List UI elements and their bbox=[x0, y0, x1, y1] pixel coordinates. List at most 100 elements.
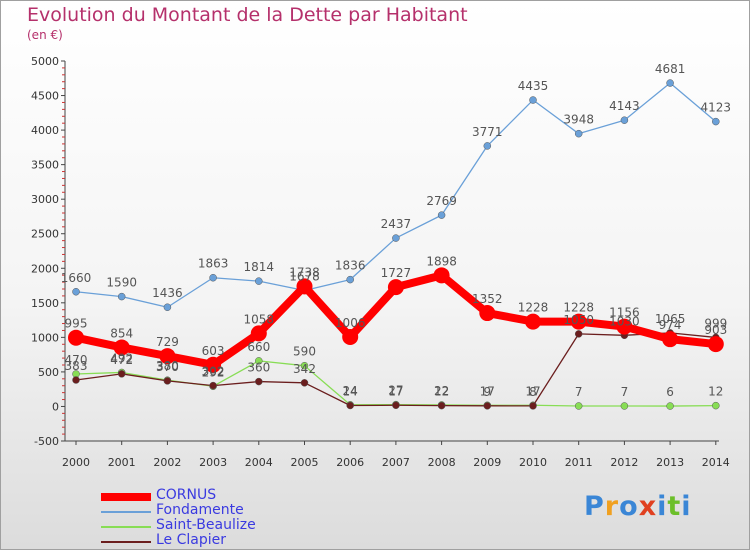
data-label: 24 bbox=[343, 384, 358, 398]
data-label: 370 bbox=[156, 360, 179, 374]
data-label: 360 bbox=[247, 361, 270, 375]
data-label: 383 bbox=[65, 359, 88, 373]
data-point bbox=[250, 325, 267, 342]
legend-label-fondamente: Fondamente bbox=[156, 502, 244, 518]
data-label: 1156 bbox=[609, 306, 640, 320]
data-label: 1814 bbox=[244, 260, 275, 274]
legend-label-cornus: CORNUS bbox=[156, 487, 217, 503]
logo-letter: P bbox=[584, 491, 605, 522]
data-label: 660 bbox=[247, 340, 270, 354]
data-point bbox=[113, 339, 130, 356]
y-tick-label: 500 bbox=[38, 366, 59, 379]
data-label: 2437 bbox=[381, 217, 412, 231]
data-point bbox=[437, 401, 446, 410]
x-tick-label: 2008 bbox=[428, 456, 456, 469]
y-tick-label: 3500 bbox=[31, 159, 59, 172]
data-point bbox=[296, 278, 313, 295]
data-label: 3948 bbox=[563, 113, 594, 127]
data-point bbox=[437, 211, 446, 219]
data-label: 603 bbox=[202, 344, 225, 358]
data-point bbox=[433, 267, 450, 284]
data-label: 590 bbox=[293, 345, 316, 359]
data-point bbox=[712, 117, 720, 126]
data-label: 292 bbox=[202, 365, 225, 379]
logo-letter: x bbox=[638, 491, 658, 522]
data-point bbox=[529, 402, 537, 410]
data-point bbox=[342, 328, 359, 345]
x-tick-label: 2001 bbox=[108, 456, 136, 469]
data-point bbox=[525, 313, 541, 330]
data-label: 380 bbox=[156, 359, 179, 373]
data-label: 342 bbox=[293, 362, 316, 376]
data-label: 4681 bbox=[655, 62, 686, 76]
x-tick-label: 2013 bbox=[656, 456, 684, 469]
data-label: 12 bbox=[708, 385, 723, 399]
data-label: 1228 bbox=[518, 301, 549, 315]
legend-swatch-le-clapier bbox=[101, 541, 151, 543]
data-label: 2769 bbox=[426, 194, 457, 208]
legend-swatch-saint-beaulize bbox=[101, 526, 151, 528]
data-point bbox=[574, 129, 583, 138]
y-tick-label: 2500 bbox=[31, 228, 59, 241]
data-point bbox=[300, 379, 309, 387]
data-point bbox=[117, 292, 126, 301]
data-point bbox=[483, 142, 492, 150]
x-tick-label: 2005 bbox=[291, 456, 319, 469]
data-label: 1352 bbox=[472, 292, 503, 306]
y-tick-label: 1000 bbox=[31, 331, 59, 344]
data-label: 1590 bbox=[106, 276, 137, 290]
logo-letter: r bbox=[604, 491, 620, 522]
data-label: 4435 bbox=[518, 79, 549, 93]
data-label: 7 bbox=[621, 385, 629, 399]
data-point bbox=[574, 330, 583, 338]
data-label: 17 bbox=[525, 384, 540, 398]
data-point bbox=[529, 96, 537, 104]
data-point bbox=[209, 381, 217, 390]
data-point bbox=[392, 401, 400, 410]
data-point bbox=[255, 277, 263, 285]
data-label: 3771 bbox=[472, 125, 503, 139]
data-label: 4143 bbox=[609, 99, 640, 113]
data-point bbox=[392, 234, 400, 242]
logo-letter: o bbox=[619, 491, 639, 522]
proxiti-logo: Proxiti bbox=[584, 491, 692, 522]
data-point bbox=[300, 361, 309, 370]
x-tick-label: 2003 bbox=[199, 456, 227, 469]
data-label: 12 bbox=[434, 385, 449, 399]
logo-letter: i bbox=[657, 491, 668, 522]
x-tick-label: 2009 bbox=[473, 456, 501, 469]
data-label: 1863 bbox=[198, 257, 229, 271]
logo-letter: t bbox=[667, 491, 682, 522]
data-label: 995 bbox=[65, 317, 88, 331]
data-label: 17 bbox=[480, 384, 495, 398]
data-label: 14 bbox=[343, 384, 358, 398]
data-label: 27 bbox=[388, 384, 403, 398]
data-point bbox=[117, 370, 126, 378]
data-label: 1436 bbox=[152, 286, 183, 300]
data-label: 1678 bbox=[289, 270, 320, 284]
data-label: 1058 bbox=[244, 312, 275, 326]
data-label: 17 bbox=[388, 384, 403, 398]
data-label: 854 bbox=[110, 326, 133, 340]
x-tick-label: 2010 bbox=[519, 456, 547, 469]
legend-swatch-cornus bbox=[101, 493, 151, 501]
x-tick-label: 2004 bbox=[245, 456, 273, 469]
data-label: 1738 bbox=[289, 265, 320, 279]
data-label: 903 bbox=[704, 323, 727, 337]
data-label: 1006 bbox=[335, 316, 366, 330]
y-tick-label: 1500 bbox=[31, 297, 59, 310]
data-point bbox=[209, 273, 217, 282]
data-label: 1228 bbox=[563, 301, 594, 315]
data-point bbox=[346, 401, 354, 410]
data-label: 8 bbox=[529, 385, 537, 399]
data-label: 492 bbox=[110, 351, 133, 365]
data-point bbox=[72, 376, 80, 384]
data-label: 4123 bbox=[701, 101, 732, 115]
data-label: 974 bbox=[659, 318, 682, 332]
data-label: 22 bbox=[434, 384, 449, 398]
data-label: 1898 bbox=[426, 254, 457, 268]
data-point bbox=[712, 401, 720, 410]
data-label: 1050 bbox=[563, 313, 594, 327]
